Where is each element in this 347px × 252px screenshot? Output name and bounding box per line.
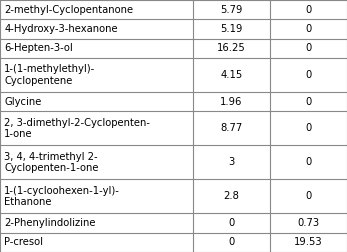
Text: P-cresol: P-cresol xyxy=(4,237,43,247)
Text: 0: 0 xyxy=(305,157,312,167)
Text: 4-Hydroxy-3-hexanone: 4-Hydroxy-3-hexanone xyxy=(4,24,118,34)
Text: 2-methyl-Cyclopentanone: 2-methyl-Cyclopentanone xyxy=(4,5,133,15)
Text: 0: 0 xyxy=(305,24,312,34)
Text: 3, 4, 4-trimethyl 2-
Cyclopenten-1-one: 3, 4, 4-trimethyl 2- Cyclopenten-1-one xyxy=(4,152,99,173)
Text: 1-(1-methylethyl)-
Cyclopentene: 1-(1-methylethyl)- Cyclopentene xyxy=(4,65,95,86)
Text: 1.96: 1.96 xyxy=(220,97,243,107)
Text: 3: 3 xyxy=(228,157,235,167)
Text: 0: 0 xyxy=(305,70,312,80)
Text: 2-Phenylindolizine: 2-Phenylindolizine xyxy=(4,218,96,228)
Text: 0: 0 xyxy=(305,5,312,15)
Text: 0: 0 xyxy=(228,237,235,247)
Text: 0: 0 xyxy=(228,218,235,228)
Text: 6-Hepten-3-ol: 6-Hepten-3-ol xyxy=(4,43,73,53)
Text: 19.53: 19.53 xyxy=(294,237,323,247)
Text: 1-(1-cycloohexen-1-yl)-
Ethanone: 1-(1-cycloohexen-1-yl)- Ethanone xyxy=(4,186,120,207)
Text: 2.8: 2.8 xyxy=(223,191,239,201)
Text: 5.19: 5.19 xyxy=(220,24,243,34)
Text: 0: 0 xyxy=(305,123,312,133)
Text: 16.25: 16.25 xyxy=(217,43,246,53)
Text: 4.15: 4.15 xyxy=(220,70,243,80)
Text: 0.73: 0.73 xyxy=(297,218,320,228)
Text: 0: 0 xyxy=(305,97,312,107)
Text: 2, 3-dimethyl-2-Cyclopenten-
1-one: 2, 3-dimethyl-2-Cyclopenten- 1-one xyxy=(4,118,150,139)
Text: Glycine: Glycine xyxy=(4,97,42,107)
Text: 0: 0 xyxy=(305,191,312,201)
Text: 0: 0 xyxy=(305,43,312,53)
Text: 5.79: 5.79 xyxy=(220,5,243,15)
Text: 8.77: 8.77 xyxy=(220,123,243,133)
